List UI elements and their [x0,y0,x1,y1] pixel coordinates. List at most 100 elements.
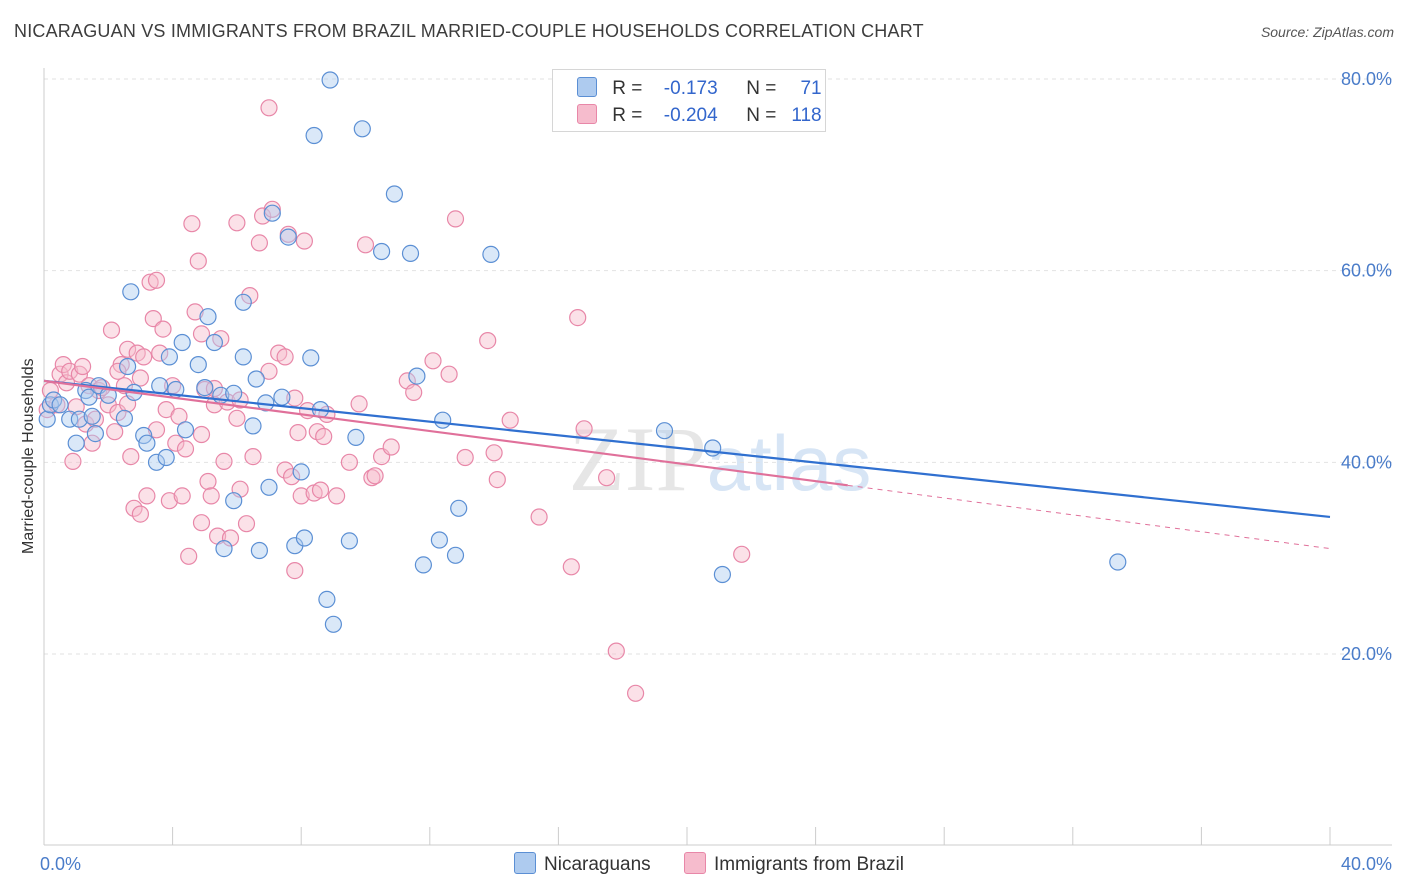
brazil-point [244,448,262,466]
nicaraguan-point [196,379,214,397]
legend-r-label: R = [612,78,643,99]
nicaraguan-point [430,531,448,549]
nicaraguan-point [38,410,56,428]
brazil-point [147,271,166,289]
brazil-point [151,344,169,362]
legend-n-label: N = [746,78,777,99]
brazil-point [192,325,211,343]
brazil-point [607,642,625,660]
nicaraguan-point [250,541,268,560]
correlation-legend: R = -0.173 N = 71 R = -0.204 N = 118 [552,69,826,132]
brazil-point [106,423,124,441]
brazil-point [154,320,172,338]
brazil-point [501,411,519,429]
legend-r-value: -0.204 [663,105,718,126]
brazil-point [311,481,330,499]
nicaraguan-point [321,71,339,89]
nicaraguan-point [173,333,191,352]
nicaraguan-point [83,407,101,425]
legend-n-value: 118 [791,105,822,126]
brazil-point [131,505,149,523]
brazil-point [54,356,72,374]
nicaraguan-point [305,126,323,145]
y-tick-label: 40.0% [1341,452,1392,472]
brazil-point [276,348,294,366]
nicaraguan-point [199,308,217,326]
brazil-point [328,487,346,505]
brazil-point [167,434,185,452]
nicaraguan-point [80,388,98,406]
brazil-point [562,558,580,576]
brazil-point [138,487,156,505]
nicaraguan-point [215,539,233,558]
legend-row-brazil: R = -0.204 N = 118 [577,104,822,126]
nicaraguan-point [401,244,420,262]
nicaraguan-point [67,434,85,452]
brazil-point [292,487,310,505]
nicaraguan-point [189,356,207,374]
brazil-point [488,471,506,489]
brazil-point [160,492,178,510]
nicaraguan-point [302,349,320,367]
brazil-point [733,545,751,563]
brazil-point [289,424,307,442]
x-tick-label: 40.0% [1341,854,1392,874]
brazil-point [286,389,304,407]
nicaraguan-point [244,417,262,435]
brazil-point [315,427,333,446]
brazil-point [485,444,503,462]
watermark: ZIPatlas [569,408,872,510]
brazil-point [61,362,79,380]
nicaraguan-point [247,370,265,388]
brazil-point [73,357,92,376]
pink-swatch [577,104,597,124]
brazil-point [228,409,246,427]
nicaraguan-point [41,396,60,414]
source-label: Source: ZipAtlas.com [1260,24,1394,40]
blue-swatch [577,77,597,97]
brazil-point [215,452,233,470]
nicaraguan-point [160,348,178,366]
nicaraguan-point [115,409,134,427]
y-tick-label: 80.0% [1341,69,1392,89]
brazil-point [183,215,201,233]
brazil-point [122,448,140,466]
nicaraguan-point [263,204,281,222]
nicaraguan-point [225,384,243,402]
nicaraguan-point [347,428,365,446]
nicaraguan-point [324,615,342,633]
brazil-point [135,348,153,366]
nicaraguan-point [151,377,169,395]
brazil-point [250,234,268,252]
nicaraguan-point [51,396,69,414]
nicaraguan-point [273,388,291,406]
brazil-point [626,684,645,702]
legend-item-nicaraguans: Nicaraguans [514,852,651,876]
brazil-point [144,310,162,328]
nicaraguan-point [353,120,371,138]
brazil-trend-line [43,379,848,487]
nicaraguan-point [292,463,310,481]
nicaraguan-point [70,410,89,428]
brazil-point [575,420,593,438]
brazil-point [192,425,211,444]
legend-item-label: Immigrants from Brazil [713,854,904,875]
nicaraguan-point [713,565,732,584]
brazil-point [254,207,272,225]
brazil-point [199,472,217,491]
brazil-point [263,200,281,218]
brazil-point [260,99,278,117]
nicaraguan-point [482,245,500,263]
brazil-point [38,401,56,419]
nicaraguan-point [205,333,223,352]
nicaraguan-point [61,410,79,428]
brazil-point [405,383,423,401]
legend-r-label: R = [612,105,643,126]
brazil-point [424,352,442,370]
nicaraguan-point [147,453,166,471]
nicaraguan-point [225,492,243,510]
nicaraguan-point [318,590,336,609]
brazil-point [446,210,465,228]
brazil-point [340,453,358,471]
